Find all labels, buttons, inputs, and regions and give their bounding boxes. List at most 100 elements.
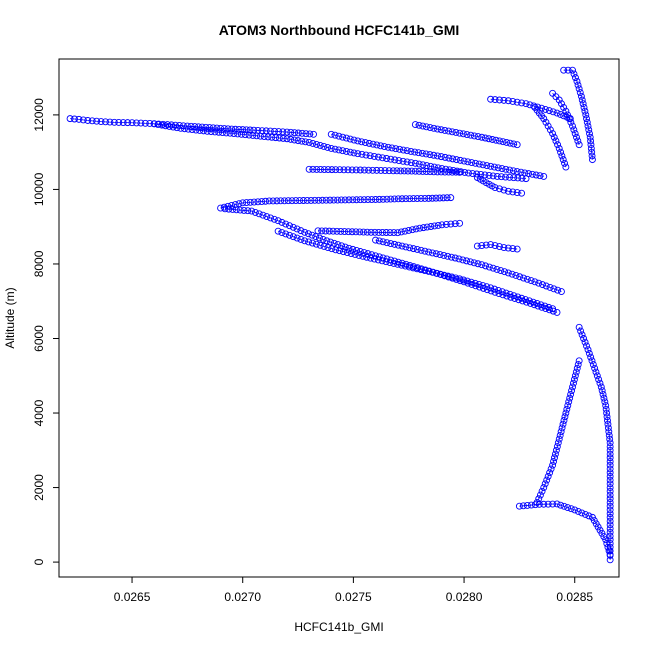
data-point [551,454,558,462]
data-point [320,143,328,150]
data-point [379,238,387,246]
data-point [533,300,541,307]
y-tick-label: 4000 [32,399,46,426]
data-point [559,156,567,164]
series-line-segment [309,142,332,149]
data-point [398,261,405,269]
data-point [248,207,256,215]
data-point [515,502,523,510]
data-point [390,229,398,237]
series-18 [575,323,614,564]
data-point [527,501,535,509]
data-point [483,283,491,291]
data-point [356,166,364,174]
data-point [128,119,136,127]
data-point [279,128,287,136]
data-point [217,124,225,132]
data-point [556,431,564,439]
data-point [606,446,614,454]
data-point [259,211,267,219]
data-point [500,244,508,252]
data-point [452,129,460,136]
data-point [348,166,356,174]
data-point [115,118,123,126]
data-point [336,247,344,255]
data-point [502,173,509,181]
data-point [553,308,561,316]
data-point [463,277,471,285]
data-point [93,117,101,125]
series-line-segment [437,128,460,134]
data-point [567,390,575,398]
data-point [401,262,409,270]
data-point [230,130,238,137]
data-point [411,167,419,175]
data-point [606,547,614,555]
data-point [479,161,487,169]
data-point [219,129,226,137]
data-point [328,245,336,253]
data-point [432,250,440,258]
data-point [181,125,188,133]
data-point [555,96,563,104]
data-point [106,118,114,126]
data-point [328,166,336,174]
data-point [405,263,413,271]
series-16 [533,357,583,506]
data-point [335,132,343,140]
data-point [324,244,332,252]
data-point [355,251,363,259]
data-point [282,220,290,228]
data-point [224,202,232,210]
data-point [421,247,429,255]
data-point [102,118,109,126]
data-point [518,99,526,107]
series-line-segment [242,200,270,204]
data-point [336,166,344,174]
series-line-segment [231,128,254,131]
data-point [331,145,339,153]
data-point [350,136,358,144]
data-point [250,198,258,206]
series-11 [372,236,565,295]
data-point [322,196,330,204]
data-point [529,298,537,306]
data-point [604,420,612,428]
data-point [571,372,579,380]
data-point [489,172,497,180]
data-point [544,122,552,130]
data-point [391,195,398,203]
data-point [491,285,498,293]
data-point [469,170,477,177]
data-point [226,129,234,137]
data-point [275,134,283,142]
data-point [482,262,490,270]
data-point [571,130,579,137]
data-point [508,270,516,278]
data-point [369,166,377,174]
data-point [417,195,425,202]
data-point [220,203,228,211]
data-point [448,128,456,136]
data-point [569,66,576,74]
data-point [346,135,354,143]
data-point [481,171,489,179]
data-point [243,199,250,207]
data-point [272,134,280,142]
data-point [254,198,262,206]
data-point [606,465,614,473]
series-line-segment [87,120,102,123]
data-point [459,256,467,264]
data-point [410,195,417,203]
data-point [434,221,442,229]
data-point [231,201,239,209]
data-point [518,294,526,302]
data-point [481,134,489,142]
data-point [313,165,321,173]
data-point [447,220,455,228]
data-point [591,364,599,372]
data-point [596,379,604,387]
chart-title: ATOM3 Northbound HCFC141b_GMI [219,22,460,38]
data-point [487,95,495,103]
